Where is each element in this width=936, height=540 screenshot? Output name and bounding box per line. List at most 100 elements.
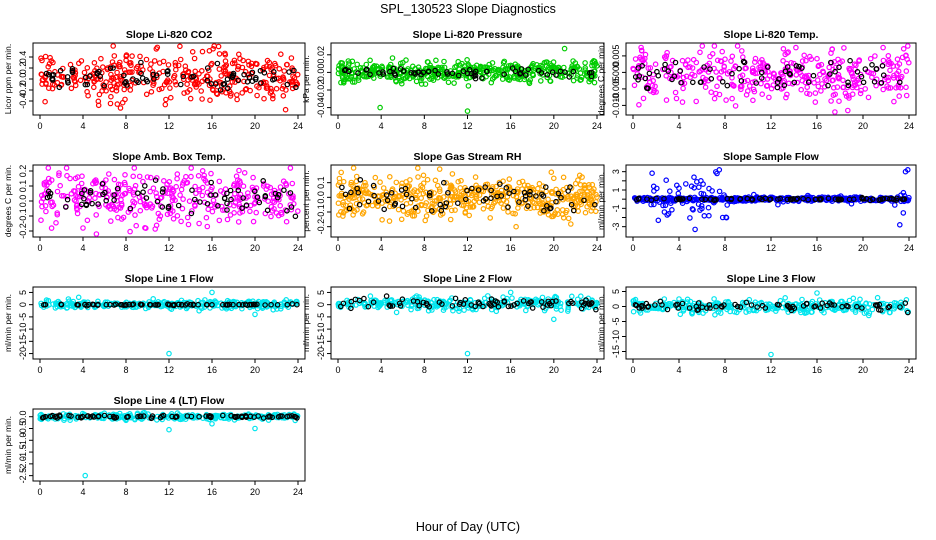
clean-point xyxy=(271,76,278,82)
clean-point xyxy=(159,189,166,195)
data-point xyxy=(786,80,792,87)
clean-point xyxy=(553,198,559,205)
data-point xyxy=(133,222,140,229)
data-point xyxy=(750,191,757,198)
clean-point xyxy=(348,189,354,196)
y-tick-label: 0.1 xyxy=(316,176,326,189)
clean-point xyxy=(527,192,533,198)
clean-point xyxy=(126,301,133,308)
data-point xyxy=(282,106,289,113)
clean-point xyxy=(252,188,258,195)
clean-point xyxy=(189,187,195,194)
clean-point xyxy=(209,301,215,308)
data-point xyxy=(888,60,894,67)
data-point xyxy=(462,209,469,215)
clean-point xyxy=(831,302,838,308)
clean-point xyxy=(138,70,144,77)
data-point xyxy=(689,65,696,71)
data-point xyxy=(72,188,78,195)
data-point xyxy=(680,85,686,92)
clean-point xyxy=(671,73,678,80)
clean-point xyxy=(154,198,161,205)
clean-point xyxy=(897,304,903,310)
data-point xyxy=(534,185,541,192)
clean-point xyxy=(182,302,189,308)
data-point xyxy=(252,311,258,318)
data-point xyxy=(57,182,64,189)
clean-point xyxy=(562,69,568,76)
data-point xyxy=(239,64,246,71)
clean-point xyxy=(544,302,551,308)
data-point xyxy=(548,190,555,196)
data-point xyxy=(515,65,522,71)
clean-point xyxy=(152,301,159,308)
clean-point xyxy=(230,70,237,77)
clean-point xyxy=(286,69,292,75)
data-point xyxy=(682,181,689,187)
data-point xyxy=(869,306,876,313)
clean-point xyxy=(880,72,887,79)
clean-point xyxy=(390,65,397,72)
data-point xyxy=(164,79,170,85)
x-tick-label: 20 xyxy=(549,243,559,253)
data-point xyxy=(422,217,429,224)
data-point xyxy=(734,43,741,49)
clean-point xyxy=(396,300,403,307)
x-tick-label: 20 xyxy=(250,487,260,497)
data-point xyxy=(487,215,494,221)
clean-point xyxy=(254,194,261,200)
data-point xyxy=(669,207,675,213)
clean-point xyxy=(78,414,84,421)
data-point xyxy=(509,295,515,301)
clean-point xyxy=(901,196,908,203)
data-point xyxy=(199,48,206,55)
data-point xyxy=(208,62,214,68)
data-point xyxy=(541,59,548,66)
data-point xyxy=(187,95,194,102)
data-point xyxy=(709,188,715,194)
data-point xyxy=(343,207,350,213)
clean-point xyxy=(509,65,516,71)
data-point xyxy=(53,220,59,226)
data-point xyxy=(247,208,253,215)
data-point xyxy=(227,93,234,99)
clean-point xyxy=(847,57,853,64)
data-point xyxy=(156,216,163,223)
data-point xyxy=(857,90,864,97)
data-point xyxy=(68,85,75,92)
clean-point xyxy=(381,206,388,213)
clean-point xyxy=(781,82,788,89)
data-point xyxy=(280,74,286,80)
clean-point xyxy=(724,82,731,89)
data-point xyxy=(724,202,731,208)
data-point xyxy=(443,180,450,186)
clean-point xyxy=(734,303,741,310)
data-point xyxy=(92,195,98,202)
panel-title: Slope Line 3 Flow xyxy=(727,273,817,285)
data-point xyxy=(84,88,90,95)
clean-point xyxy=(103,197,110,204)
clean-point xyxy=(813,196,819,203)
clean-point xyxy=(790,196,797,202)
data-point xyxy=(144,174,151,180)
data-point xyxy=(684,299,691,305)
data-point xyxy=(196,307,202,314)
data-point xyxy=(174,213,181,219)
data-point xyxy=(815,83,822,90)
data-point xyxy=(698,178,704,184)
data-point xyxy=(429,205,435,211)
data-point xyxy=(880,86,887,93)
data-point xyxy=(814,290,820,296)
y-tick-label: -0.2 xyxy=(18,82,28,98)
data-point xyxy=(151,58,158,64)
y-tick-label: -0.005 xyxy=(611,76,621,102)
data-point xyxy=(131,186,138,192)
clean-point xyxy=(462,196,469,203)
data-point xyxy=(246,62,252,68)
clean-point xyxy=(449,70,456,77)
data-point xyxy=(362,300,368,307)
data-point xyxy=(183,173,189,180)
clean-point xyxy=(127,205,134,212)
clean-point xyxy=(91,414,97,420)
